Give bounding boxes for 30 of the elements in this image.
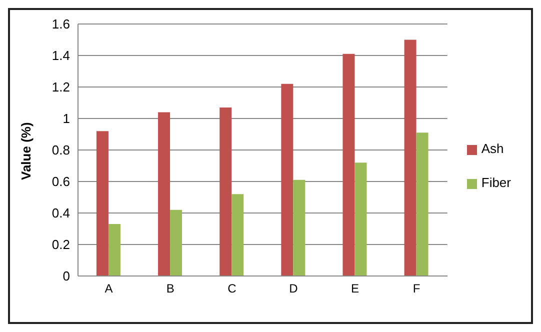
y-tick-label: 0 (62, 268, 70, 284)
y-tick-label: 0.6 (52, 174, 70, 190)
bar (354, 162, 367, 276)
x-tick-label: A (104, 282, 113, 296)
x-tick-label: F (412, 282, 420, 296)
bar (416, 132, 428, 276)
y-tick-label: 0.4 (52, 206, 70, 221)
bar (158, 112, 170, 276)
y-axis-title: Value (%) (18, 122, 34, 180)
bar (108, 224, 120, 276)
y-tick-label: 1.2 (52, 80, 70, 95)
bar (170, 210, 182, 276)
x-tick-label: C (228, 282, 237, 296)
legend-label: Ash (481, 141, 504, 156)
x-tick-label: E (351, 282, 360, 296)
y-tick-label: 0.2 (52, 237, 70, 252)
bar (232, 194, 244, 276)
bar (96, 131, 108, 276)
bar (281, 84, 294, 276)
bar (293, 180, 306, 276)
bar (404, 40, 416, 276)
legend-label: Fiber (481, 175, 511, 190)
y-tick-label: 1.4 (52, 48, 70, 64)
bar (220, 107, 232, 276)
x-tick-label: D (289, 282, 298, 296)
y-tick-label: 1 (62, 111, 70, 126)
y-tick-label: 1.6 (52, 16, 70, 32)
x-tick-label: B (166, 282, 174, 296)
bar (342, 54, 355, 276)
y-tick-label: 0.8 (52, 142, 70, 158)
